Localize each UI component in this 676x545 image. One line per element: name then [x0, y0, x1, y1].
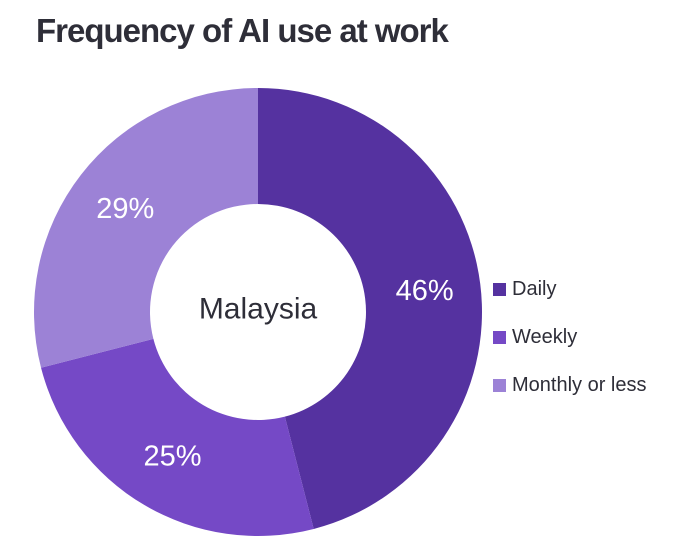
legend-swatch-daily [493, 283, 506, 296]
legend-label-daily: Daily [512, 278, 557, 300]
donut-segment-daily [258, 88, 483, 529]
segment-value-label: 25% [143, 441, 201, 473]
segment-value-label: 46% [396, 275, 454, 307]
donut-segment-monthly-or-less [33, 88, 258, 368]
segment-value-label: 29% [96, 193, 154, 225]
legend-item-monthly-or-less: Monthly or less [493, 372, 647, 399]
legend-label-monthly-or-less: Monthly or less [512, 374, 647, 396]
center-country-label: Malaysia [199, 293, 318, 326]
legend: Daily Weekly Monthly or less [493, 276, 647, 420]
legend-item-daily: Daily [493, 276, 647, 303]
donut-segment-weekly [41, 338, 314, 537]
legend-item-weekly: Weekly [493, 324, 647, 351]
legend-swatch-weekly [493, 331, 506, 344]
legend-swatch-monthly-or-less [493, 379, 506, 392]
legend-label-weekly: Weekly [512, 326, 578, 348]
chart-title: Frequency of AI use at work [36, 12, 449, 49]
